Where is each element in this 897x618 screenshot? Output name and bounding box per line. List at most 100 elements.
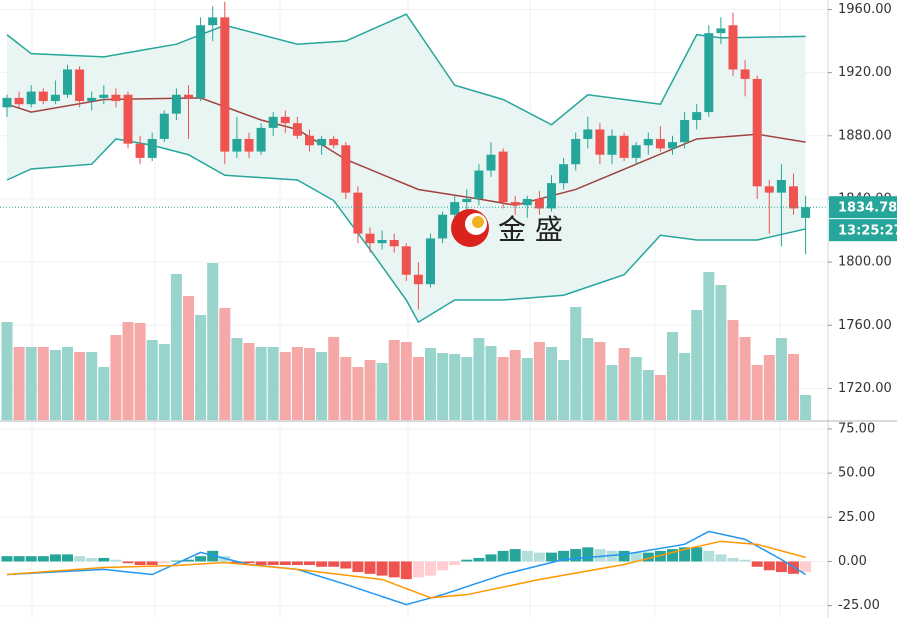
candle-body [196,25,206,98]
volume-bar [763,355,775,420]
candle-body [728,25,738,70]
macd-histogram-bar [509,549,521,562]
candle-body [135,143,145,158]
volume-bar [751,365,763,420]
macd-histogram-bar [618,550,630,562]
macd-histogram-bar [49,554,61,562]
volume-bar [715,285,727,420]
watermark-text: 金 盛 [498,213,563,246]
candle-body [377,240,387,244]
candle-body [740,69,750,79]
volume-bar [727,320,739,420]
signal-line [6,540,806,599]
volume-bar [691,310,703,420]
volume-bar [437,353,449,420]
macd-histogram-bar [546,552,557,562]
volume-bar [207,263,219,420]
volume-bar [170,274,182,420]
volume-bar [667,332,678,420]
candle-body [474,170,484,199]
volume-bar [376,363,388,420]
candle-body [159,113,169,139]
volume-bar [618,348,630,420]
macd-histogram-bar [582,547,594,562]
macd-histogram-bar [98,557,110,562]
macd-histogram-bar [291,561,303,565]
candle-body [280,116,290,124]
candle-body [462,198,472,203]
candle-body [268,116,278,128]
volume-bar [74,352,86,420]
volume-bar [449,354,461,420]
candle-body [292,123,302,136]
macd-line [6,530,806,606]
volume-bar [37,347,49,420]
logo-dot [472,216,484,228]
macd-histogram-bar [667,549,678,562]
volume-bar [49,350,61,420]
macd-histogram-bar [352,561,364,573]
candle-body [38,91,48,102]
volume-bar [291,347,303,420]
plot-area [0,1,828,606]
candle-body [87,97,97,102]
timer-box [829,219,897,242]
macd-histogram-bar [134,561,146,565]
candle-body [559,164,569,184]
volume-bar [25,347,37,420]
volume-bar [328,337,340,420]
candle-body [776,180,786,193]
candle-body [111,94,121,102]
macd-histogram-bar [679,547,691,562]
macd-histogram-bar [594,549,606,562]
candle-body [583,129,593,139]
candle-body [171,94,181,114]
volume-bar [195,315,207,420]
macd-histogram-bar [449,561,461,565]
candle-body [184,94,193,98]
candle-body [668,142,677,149]
candle-body [680,120,690,143]
volume-bar [219,308,231,420]
candle-body [75,69,85,102]
volume-bar [243,343,255,420]
candle-body [208,17,218,26]
last-price-box [829,196,897,219]
candle-body [522,198,532,206]
volume-bar [739,337,751,420]
macd-histogram-bar [170,560,182,562]
candle-body [2,97,12,108]
candle-body [704,33,714,113]
volume-bar [558,360,570,420]
candle-body [692,112,702,120]
bollinger-upper [6,13,806,126]
candle-body [789,186,798,209]
macd-histogram-bar [13,556,25,562]
macd-histogram-bar [558,550,570,562]
candle-body [365,233,375,244]
macd-histogram-bar [243,561,255,564]
volume-bar [364,360,376,420]
volume-bar [630,357,642,420]
candle-body [571,138,581,165]
y-tick-label: 1760.00 [838,318,892,333]
macd-histogram-bar [388,561,400,578]
candle-body [305,135,314,146]
candle-body [401,246,411,275]
candle-body [643,138,653,146]
candle-body [244,138,254,152]
macd-histogram-bar [195,556,207,562]
y-tick-label: 1920.00 [838,65,892,80]
watermark: 金 盛 [451,209,563,247]
candle-body [752,78,762,187]
candle-body [426,238,435,285]
candle-body [801,207,811,218]
macd-tick-label: 25.00 [838,510,875,525]
macd-histogram-bar [122,561,134,564]
volume-bar [606,365,618,420]
volume-bar [1,322,13,420]
candle-body [26,91,36,105]
volume-bar [255,347,267,420]
candle-body [655,138,665,149]
macd-histogram-bar [521,550,533,562]
